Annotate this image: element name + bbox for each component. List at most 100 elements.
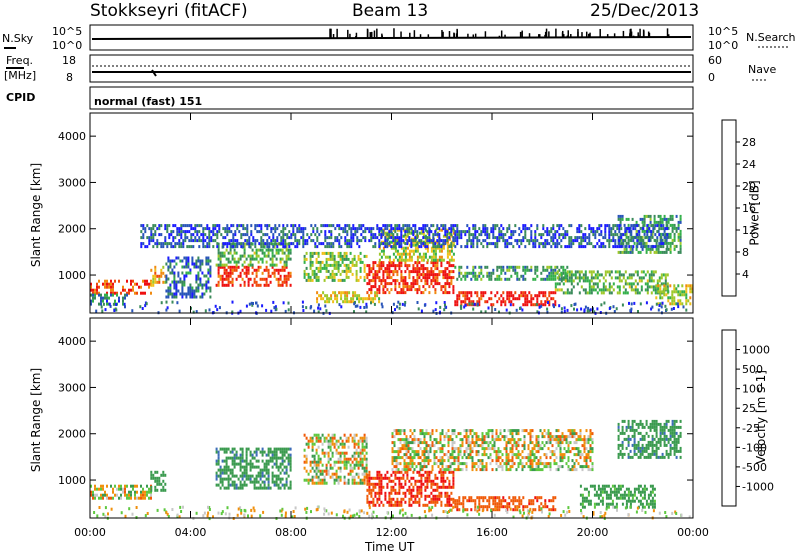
data-cell xyxy=(416,479,419,483)
data-cell xyxy=(624,282,627,286)
data-cell xyxy=(327,251,330,255)
data-cell xyxy=(261,248,264,252)
data-cell xyxy=(508,242,511,246)
data-cell xyxy=(217,242,220,246)
data-cell xyxy=(171,271,174,275)
data-cell xyxy=(592,227,595,231)
data-cell xyxy=(173,280,176,284)
data-cell xyxy=(426,276,429,280)
data-cell xyxy=(231,257,234,261)
data-cell xyxy=(325,436,328,440)
data-cell xyxy=(548,303,551,307)
data-cell xyxy=(468,239,471,243)
data-cell xyxy=(335,439,338,443)
data-cell xyxy=(152,227,155,231)
data-cell xyxy=(368,482,371,486)
data-cell xyxy=(689,302,692,306)
data-cell xyxy=(221,254,224,258)
data-cell xyxy=(462,496,465,500)
data-cell xyxy=(659,287,662,291)
noise-cell xyxy=(657,308,660,312)
data-cell xyxy=(281,483,284,487)
data-cell xyxy=(639,217,642,221)
noise-cell xyxy=(588,309,591,313)
data-cell xyxy=(283,280,286,284)
data-cell xyxy=(406,234,409,238)
data-cell xyxy=(518,265,521,269)
data-cell xyxy=(661,238,664,242)
data-cell xyxy=(448,249,451,253)
data-cell xyxy=(402,276,405,280)
data-cell xyxy=(502,300,505,304)
data-cell xyxy=(510,233,513,237)
data-cell xyxy=(366,473,369,477)
data-cell xyxy=(418,479,421,483)
data-cell xyxy=(363,472,366,476)
data-cell xyxy=(598,279,601,283)
data-cell xyxy=(474,291,477,295)
data-cell xyxy=(282,230,285,234)
data-cell xyxy=(356,236,359,240)
data-cell xyxy=(165,262,168,266)
data-cell xyxy=(446,239,449,243)
data-cell xyxy=(245,265,248,269)
data-cell xyxy=(434,488,437,492)
data-cell xyxy=(307,272,310,276)
data-cell xyxy=(393,444,396,448)
data-cell xyxy=(647,244,650,248)
data-cell xyxy=(524,268,527,272)
data-cell xyxy=(634,224,637,228)
data-cell xyxy=(359,257,362,261)
noise-cell xyxy=(274,305,277,309)
data-cell xyxy=(508,265,511,269)
data-cell xyxy=(642,227,645,231)
data-cell xyxy=(399,450,402,454)
data-cell xyxy=(357,257,360,261)
data-cell xyxy=(150,470,153,474)
data-cell xyxy=(456,303,459,307)
data-cell xyxy=(486,227,489,231)
data-cell xyxy=(400,239,403,243)
data-cell xyxy=(434,267,437,271)
data-cell xyxy=(472,239,475,243)
data-cell xyxy=(217,468,220,472)
data-cell xyxy=(394,249,397,253)
data-cell xyxy=(104,293,106,297)
data-cell xyxy=(225,462,228,466)
data-cell xyxy=(482,239,485,243)
noise-cell xyxy=(538,305,541,309)
data-cell xyxy=(421,441,424,445)
data-cell xyxy=(316,239,319,243)
data-cell xyxy=(636,224,639,228)
data-cell xyxy=(217,280,220,284)
data-cell xyxy=(418,270,421,274)
data-cell xyxy=(404,264,407,268)
data-cell xyxy=(132,487,134,491)
data-cell xyxy=(492,496,495,500)
data-cell xyxy=(276,245,279,249)
data-cell xyxy=(282,233,285,237)
data-cell xyxy=(406,227,409,231)
data-cell xyxy=(390,264,393,268)
data-cell xyxy=(640,239,643,243)
data-cell xyxy=(406,476,409,480)
data-cell xyxy=(432,264,435,268)
data-cell xyxy=(221,480,224,484)
data-cell xyxy=(235,277,238,281)
data-cell xyxy=(578,245,581,249)
data-cell xyxy=(303,478,306,482)
data-cell xyxy=(554,288,557,292)
data-cell xyxy=(279,477,282,481)
data-cell xyxy=(263,474,266,478)
data-cell xyxy=(392,258,395,262)
data-cell xyxy=(386,233,389,237)
data-cell xyxy=(492,508,495,512)
data-cell xyxy=(167,295,170,299)
data-cell xyxy=(464,300,467,304)
data-cell xyxy=(224,242,227,246)
data-cell xyxy=(626,282,629,286)
data-cell xyxy=(275,459,278,463)
data-cell xyxy=(94,291,96,295)
data-cell xyxy=(657,220,660,224)
data-cell xyxy=(506,265,509,269)
